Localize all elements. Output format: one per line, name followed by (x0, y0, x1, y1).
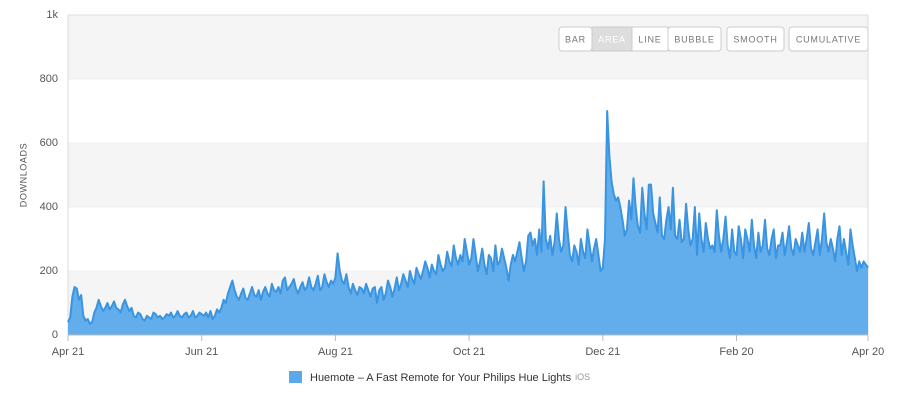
control-button[interactable]: BUBBLE (667, 26, 722, 52)
y-tick-label: 200 (40, 265, 58, 277)
control-button[interactable]: CUMULATIVE (788, 26, 869, 52)
legend-swatch (289, 371, 302, 383)
legend-platform: iOS (575, 372, 590, 382)
button-label: CUMULATIVE (796, 34, 861, 44)
x-tick-label: Oct 21 (453, 346, 485, 358)
y-tick-label: 1k (46, 9, 58, 21)
area-line (67, 110, 869, 325)
button-label: SMOOTH (733, 34, 777, 44)
control-button[interactable]: BAR (558, 26, 593, 52)
button-bg (726, 26, 785, 52)
control-button[interactable]: SMOOTH (726, 26, 785, 52)
button-label: LINE (638, 34, 661, 44)
button-label: BAR (565, 34, 586, 44)
x-tick-label: Aug 21 (318, 346, 353, 358)
x-tick-label: Dec 21 (585, 346, 620, 358)
legend-name: Huemote – A Fast Remote for Your Philips… (310, 372, 572, 384)
control-button[interactable]: AREA (591, 26, 633, 52)
button-label: AREA (598, 34, 626, 44)
y-tick-label: 800 (40, 73, 58, 85)
button-bg (788, 26, 869, 52)
area (68, 111, 868, 335)
button-bg (667, 26, 722, 52)
control-button[interactable]: LINE (631, 26, 669, 52)
button-bg (591, 26, 633, 52)
y-tick-label: 600 (40, 137, 58, 149)
legend-item: Huemote – A Fast Remote for Your Philips… (289, 371, 590, 384)
button-label: BUBBLE (674, 34, 714, 44)
y-axis-label: DOWNLOADS (18, 143, 28, 207)
legend-label: Huemote – A Fast Remote for Your Philips… (310, 372, 590, 384)
x-tick-label: Apr 21 (52, 346, 84, 358)
y-tick-label: 400 (40, 201, 58, 213)
grid-band (68, 143, 868, 207)
x-tick-label: Jun 21 (185, 346, 218, 358)
x-tick-label: Feb 20 (719, 346, 753, 358)
y-tick-label: 0 (52, 329, 58, 341)
x-tick-label: Apr 20 (852, 346, 884, 358)
